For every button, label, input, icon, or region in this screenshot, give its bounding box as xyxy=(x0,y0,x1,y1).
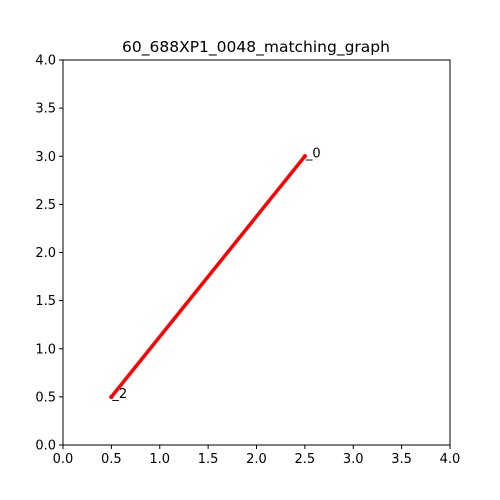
y-tick-label: 2.0 xyxy=(35,246,56,261)
point-label: _0 xyxy=(305,146,321,161)
x-tick-label: 1.0 xyxy=(149,452,170,467)
x-tick-label: 3.5 xyxy=(391,452,412,467)
y-tick-label: 4.0 xyxy=(35,54,56,69)
x-tick-label: 3.0 xyxy=(343,452,364,467)
x-tick-label: 1.5 xyxy=(198,452,219,467)
y-tick-label: 1.0 xyxy=(35,342,56,357)
y-tick-label: 0.5 xyxy=(35,390,56,405)
x-tick-label: 4.0 xyxy=(440,452,461,467)
x-tick-label: 0.0 xyxy=(53,452,74,467)
y-tick-label: 3.0 xyxy=(35,150,56,165)
series-line xyxy=(109,154,307,399)
plot-area: 0.0 0.5 1.0 1.5 2.0 2.5 3.0 3.5 4.0 0.0 0.5 1.0 1.5 2… xyxy=(35,54,460,468)
data-point xyxy=(109,394,114,400)
y-tick-label: 3.5 xyxy=(35,102,56,117)
point-label: _2 xyxy=(111,387,127,402)
x-tick-label: 0.5 xyxy=(101,452,122,467)
data-point xyxy=(302,154,308,159)
x-tick-label: 2.5 xyxy=(295,452,316,467)
y-tick-label: 1.5 xyxy=(35,294,56,309)
chart-title: 60_688XP1_0048_matching_graph xyxy=(122,38,390,57)
y-tick-label: 2.5 xyxy=(35,198,56,213)
x-tick-label: 2.0 xyxy=(246,452,267,467)
y-tick-label: 0.0 xyxy=(35,439,56,454)
